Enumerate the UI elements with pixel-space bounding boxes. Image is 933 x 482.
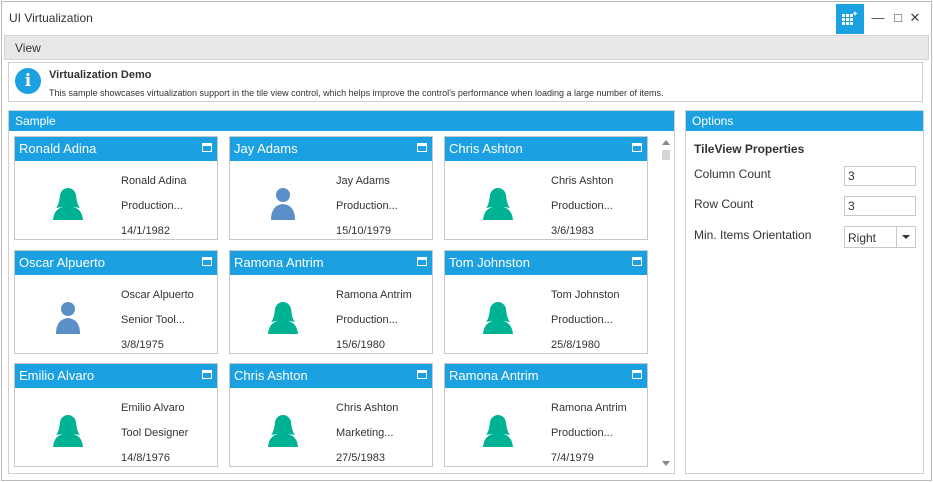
male-person-icon: [53, 301, 83, 339]
tile-maximize-icon[interactable]: [417, 370, 427, 379]
scroll-up-icon[interactable]: [662, 140, 670, 145]
tile-item[interactable]: Ramona Antrim Ramona Antrim Production..…: [229, 250, 433, 354]
tile-maximize-icon[interactable]: [202, 257, 212, 266]
tile-item[interactable]: Jay Adams Jay Adams Production... 15/10/…: [229, 136, 433, 240]
options-panel: Options TileView Properties Column Count…: [685, 110, 924, 474]
tile-maximize-icon[interactable]: [417, 257, 427, 266]
tile-job-title: Senior Tool...: [121, 314, 186, 326]
scroll-thumb[interactable]: [662, 150, 670, 160]
tile-header: Ramona Antrim: [445, 364, 647, 388]
tile-item[interactable]: Chris Ashton Chris Ashton Production... …: [444, 136, 648, 240]
info-title: Virtualization Demo: [49, 69, 152, 81]
tile-item[interactable]: Oscar Alpuerto Oscar Alpuerto Senior Too…: [14, 250, 218, 354]
tile-name: Emilio Alvaro: [121, 402, 185, 414]
window-title: UI Virtualization: [9, 11, 93, 25]
vertical-scrollbar[interactable]: [660, 136, 672, 472]
info-panel: i Virtualization Demo This sample showca…: [8, 62, 923, 102]
menu-item-view[interactable]: View: [15, 41, 41, 55]
row-count-input[interactable]: 3: [844, 196, 916, 216]
female-person-icon: [268, 301, 298, 339]
info-icon: i: [15, 68, 41, 94]
tile-maximize-icon[interactable]: [632, 143, 642, 152]
chevron-down-icon[interactable]: [896, 227, 915, 247]
title-bar: UI Virtualization — □ ✕: [2, 2, 931, 35]
tile-date: 14/8/1976: [121, 452, 170, 464]
tile-name: Tom Johnston: [551, 289, 620, 301]
tile-job-title: Production...: [336, 200, 398, 212]
tile-date: 25/8/1980: [551, 339, 600, 351]
female-person-icon: [483, 414, 513, 452]
tile-date: 15/6/1980: [336, 339, 385, 351]
tile-item[interactable]: Ramona Antrim Ramona Antrim Production..…: [444, 363, 648, 467]
tile-job-title: Production...: [551, 200, 613, 212]
sample-header: Sample: [9, 111, 674, 131]
tile-date: 14/1/1982: [121, 225, 170, 237]
tile-maximize-icon[interactable]: [202, 143, 212, 152]
tiles-icon: [842, 11, 858, 25]
tile-maximize-icon[interactable]: [632, 257, 642, 266]
tile-name: Ramona Antrim: [551, 402, 627, 414]
tile-item[interactable]: Ronald Adina Ronald Adina Production... …: [14, 136, 218, 240]
tile-date: 27/5/1983: [336, 452, 385, 464]
female-person-icon: [268, 414, 298, 452]
column-count-input[interactable]: 3: [844, 166, 916, 186]
female-person-icon: [483, 301, 513, 339]
scroll-down-icon[interactable]: [662, 461, 670, 466]
tile-header: Chris Ashton: [230, 364, 432, 388]
tile-job-title: Tool Designer: [121, 427, 189, 439]
female-person-icon: [53, 187, 83, 225]
tile-header: Jay Adams: [230, 137, 432, 161]
tile-name: Chris Ashton: [336, 402, 399, 414]
orientation-value: Right: [848, 231, 877, 245]
tile-name: Jay Adams: [336, 175, 390, 187]
close-icon[interactable]: ✕: [909, 10, 921, 25]
options-header: Options: [686, 111, 923, 131]
tile-item[interactable]: Tom Johnston Tom Johnston Production... …: [444, 250, 648, 354]
theme-selector-button[interactable]: [836, 4, 864, 34]
options-heading: TileView Properties: [694, 142, 805, 156]
tile-name: Chris Ashton: [551, 175, 614, 187]
tile-name: Ramona Antrim: [336, 289, 412, 301]
maximize-icon[interactable]: □: [894, 10, 902, 25]
sample-panel: Sample Ronald Adina Ronald Adina Product…: [8, 110, 675, 474]
tile-header: Chris Ashton: [445, 137, 647, 161]
tile-header: Oscar Alpuerto: [15, 251, 217, 275]
column-count-label: Column Count: [694, 167, 771, 181]
tile-item[interactable]: Chris Ashton Chris Ashton Marketing... 2…: [229, 363, 433, 467]
tile-date: 15/10/1979: [336, 225, 392, 237]
tile-maximize-icon[interactable]: [632, 370, 642, 379]
female-person-icon: [53, 414, 83, 452]
orientation-select[interactable]: Right: [844, 226, 916, 248]
tile-job-title: Production...: [121, 200, 183, 212]
tile-maximize-icon[interactable]: [202, 370, 212, 379]
tile-maximize-icon[interactable]: [417, 143, 427, 152]
tile-job-title: Production...: [551, 427, 613, 439]
tile-name: Ronald Adina: [121, 175, 187, 187]
tile-name: Oscar Alpuerto: [121, 289, 194, 301]
row-count-label: Row Count: [694, 197, 754, 211]
tile-item[interactable]: Emilio Alvaro Emilio Alvaro Tool Designe…: [14, 363, 218, 467]
male-person-icon: [268, 187, 298, 225]
tile-job-title: Production...: [336, 314, 398, 326]
tile-job-title: Marketing...: [336, 427, 394, 439]
menu-bar: View: [4, 35, 929, 60]
tile-header: Emilio Alvaro: [15, 364, 217, 388]
info-description: This sample showcases virtualization sup…: [49, 88, 664, 98]
tile-date: 3/6/1983: [551, 225, 594, 237]
tile-header: Ronald Adina: [15, 137, 217, 161]
tile-header: Ramona Antrim: [230, 251, 432, 275]
orientation-label: Min. Items Orientation: [694, 228, 812, 242]
tile-date: 7/4/1979: [551, 452, 594, 464]
tile-date: 3/8/1975: [121, 339, 164, 351]
female-person-icon: [483, 187, 513, 225]
tile-header: Tom Johnston: [445, 251, 647, 275]
minimize-icon[interactable]: —: [871, 10, 885, 25]
tile-job-title: Production...: [551, 314, 613, 326]
